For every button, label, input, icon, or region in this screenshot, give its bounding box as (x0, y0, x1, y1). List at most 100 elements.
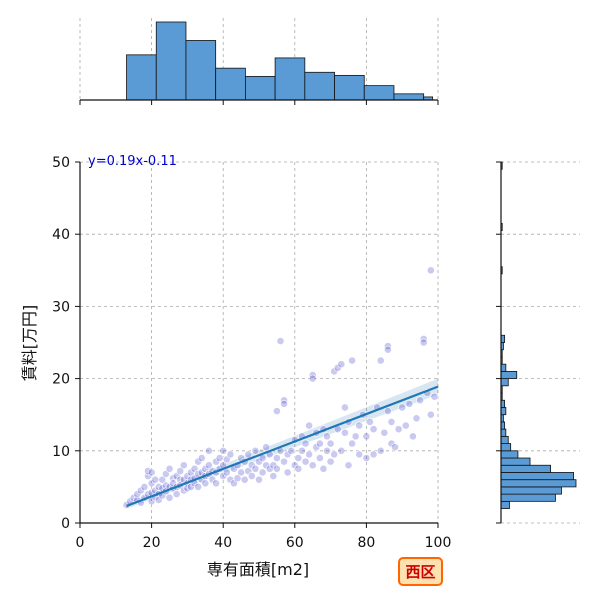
scatter-point (348, 356, 356, 365)
right-histogram-bars (500, 161, 577, 509)
scatter-point (369, 450, 378, 459)
scatter-point (226, 450, 235, 459)
x-tick-label: 40 (214, 535, 232, 551)
x-tick-label: 100 (425, 535, 452, 551)
scatter-point (351, 432, 360, 441)
scatter-point (380, 428, 389, 437)
scatter-point (237, 468, 245, 477)
scatter-point (194, 482, 203, 491)
y-axis-ticks: 0 10 20 30 40 50 (52, 155, 80, 532)
scatter-point (276, 337, 285, 345)
scatter-point (376, 356, 385, 365)
scatter-point (269, 472, 278, 480)
top-histogram-bar (155, 21, 187, 101)
scatter-point (251, 446, 260, 455)
scatter-point (366, 418, 374, 426)
scatter-point (201, 479, 210, 488)
scatter-point (394, 425, 403, 434)
scatter-point (212, 479, 220, 488)
x-tick-label: 60 (286, 535, 304, 551)
scatter-point (344, 461, 353, 470)
top-histogram-bar (334, 74, 365, 101)
x-axis-label: 専有面積[m2] (207, 560, 309, 579)
scatter-point (298, 446, 306, 455)
scatter-point (240, 475, 249, 484)
scatter-point (412, 414, 421, 423)
y-tick-label: 50 (52, 155, 70, 171)
scatter-point (405, 399, 414, 408)
x-axis-ticks: 0 20 40 60 80 100 (76, 523, 452, 551)
scatter-point (355, 450, 364, 459)
scatter-point (319, 464, 328, 473)
district-badge-label: 西区 (405, 563, 435, 581)
scatter-point (165, 493, 174, 502)
regression-line-path (126, 385, 439, 507)
scatter-point (398, 403, 407, 412)
scatter-point (247, 472, 256, 480)
right-histogram-bar (500, 407, 507, 416)
scatter-point (151, 475, 160, 484)
scatter-point (294, 464, 303, 473)
scatter-point (147, 468, 156, 477)
scatter-point (387, 418, 396, 426)
scatter-point (244, 450, 253, 459)
y-tick-label: 20 (52, 372, 70, 388)
right-histogram-bar (500, 363, 507, 372)
scatter-point (383, 407, 392, 415)
scatter-point (409, 432, 417, 441)
scatter-point (197, 454, 206, 462)
right-histogram-bar (500, 450, 519, 459)
scatter-point (287, 446, 296, 455)
scatter-point (330, 450, 339, 459)
y-tick-label: 10 (52, 444, 70, 460)
scatter-point (280, 399, 288, 408)
scatter-point (305, 450, 314, 459)
district-badge: 西区 (398, 557, 443, 586)
scatter-point (158, 475, 167, 484)
right-histogram-bar (500, 378, 509, 387)
x-tick-label: 0 (76, 535, 85, 551)
scatter-point (301, 457, 310, 466)
right-histogram-bar (500, 493, 556, 502)
scatter-point (204, 461, 213, 470)
scatter-point (165, 464, 174, 473)
scatter-point (362, 454, 371, 462)
main-scatter-plot: 0 20 40 60 80 100 0 10 20 30 40 50 y=0.19x-0.11 専有… (20, 154, 451, 579)
x-tick-label: 20 (143, 535, 161, 551)
scatter-point (140, 482, 149, 491)
scatter-point (255, 475, 263, 484)
scatter-point (326, 457, 335, 466)
scatter-point (369, 425, 378, 434)
scatter-point (219, 446, 228, 455)
scatter-point (179, 461, 188, 470)
right-histogram-ticks (496, 161, 501, 524)
y-tick-label: 0 (61, 516, 70, 532)
scatter-point (341, 428, 349, 437)
scatter-point (222, 468, 231, 477)
scatter-point (172, 490, 181, 499)
scatter-point (294, 454, 303, 462)
scatter-point (426, 266, 435, 275)
regression-equation: y=0.19x-0.11 (88, 154, 177, 169)
y-axis-label: 賃料[万円] (20, 305, 39, 382)
scatter-point (272, 454, 281, 462)
right-histogram-bar (500, 435, 509, 444)
scatter-point (426, 410, 435, 419)
top-histogram-bar (244, 75, 276, 101)
top-histogram-bar (304, 71, 335, 101)
right-histogram-bar (500, 370, 518, 380)
top-histogram-ticks (79, 100, 439, 105)
scatter-point (301, 439, 310, 448)
scatter-point (362, 432, 371, 441)
top-histogram-bars (126, 21, 434, 101)
scatter-point (176, 467, 185, 475)
scatter-point (308, 374, 317, 383)
scatter-point (323, 432, 331, 441)
scatter-point (204, 446, 213, 455)
scatter-point (430, 392, 439, 401)
scatter-point (355, 421, 364, 430)
scatter-point (419, 338, 428, 347)
scatter-point (272, 464, 281, 473)
scatter-point (337, 360, 346, 369)
scatter-point (308, 461, 317, 470)
